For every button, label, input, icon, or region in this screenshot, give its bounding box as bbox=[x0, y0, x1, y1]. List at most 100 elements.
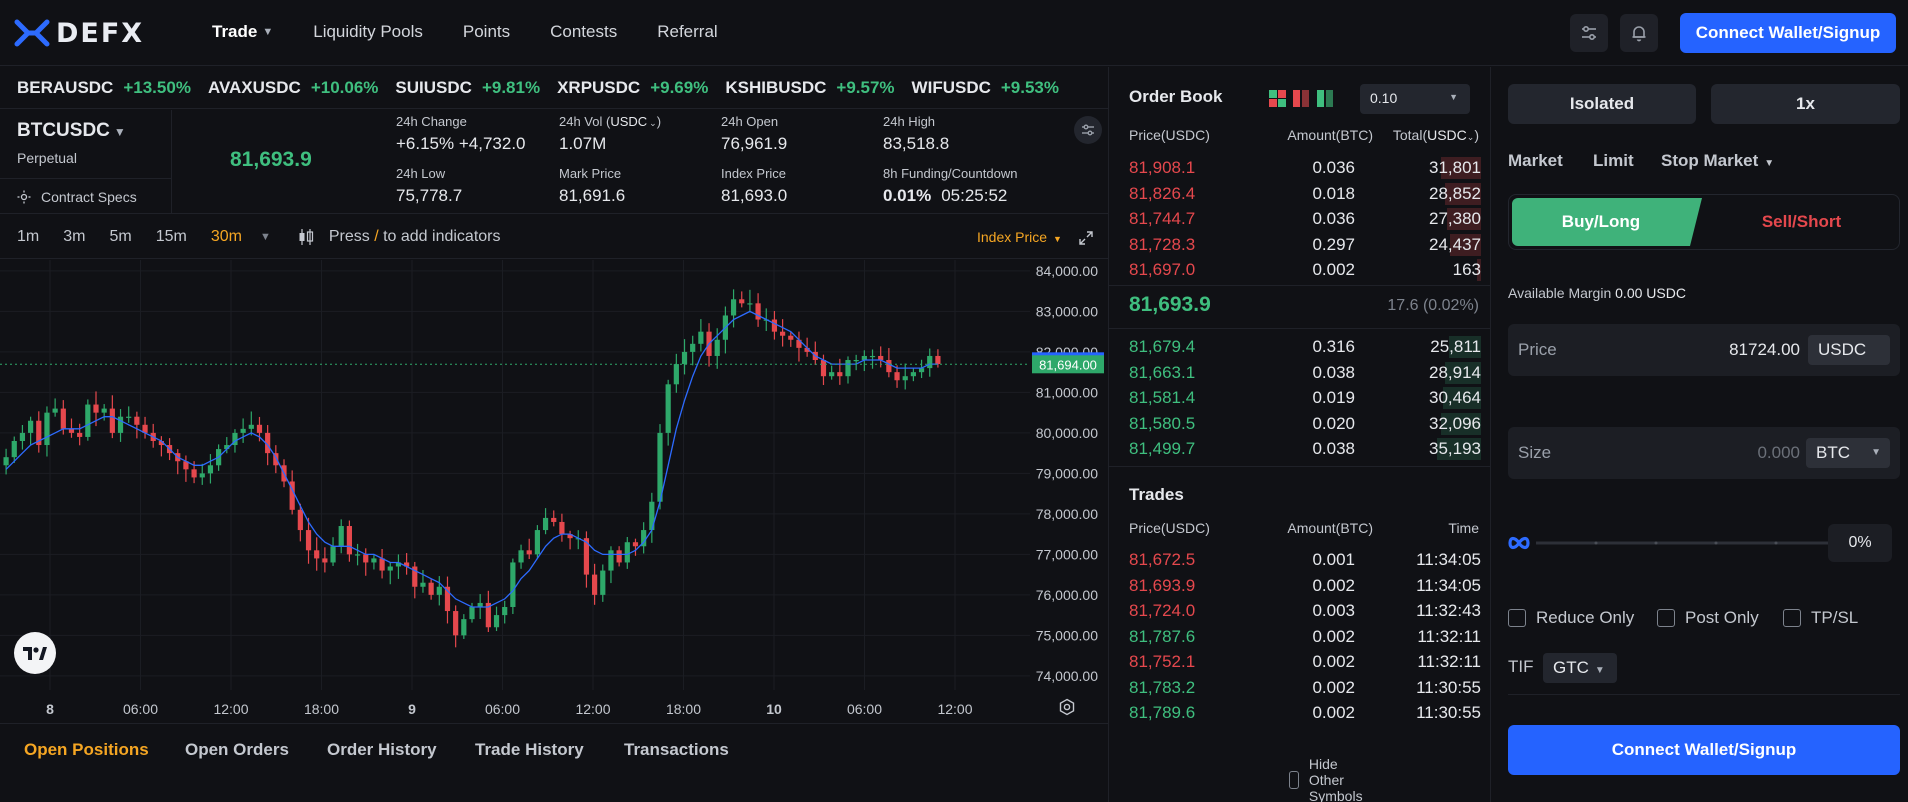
stat-label-24h-vol[interactable]: 24h Vol (USDC ⌄) bbox=[559, 114, 662, 129]
post-only-checkbox[interactable] bbox=[1657, 609, 1675, 627]
ask-row[interactable]: 81,744.7 0.036 27,380 bbox=[1129, 207, 1481, 232]
indicator-hint[interactable]: Press / to add indicators bbox=[329, 228, 501, 246]
fullscreen-icon[interactable] bbox=[1078, 230, 1094, 246]
chart-settings-icon[interactable] bbox=[1058, 698, 1076, 716]
settings-button[interactable] bbox=[1570, 14, 1608, 52]
tab-transactions[interactable]: Transactions bbox=[624, 740, 729, 759]
buy-long-button[interactable]: Buy/Long bbox=[1561, 212, 1641, 231]
stat-value-mark-price: 81,691.6 bbox=[559, 186, 626, 205]
order-type-limit[interactable]: Limit bbox=[1593, 151, 1634, 170]
col-total[interactable]: Total(USDC⌄) bbox=[1392, 127, 1479, 143]
timeframe-5m[interactable]: 5m bbox=[109, 227, 132, 245]
hide-other-symbols-toggle[interactable]: Hide Other Symbols bbox=[1289, 756, 1371, 802]
tab-order-history[interactable]: Order History bbox=[327, 740, 437, 759]
ticker-item[interactable]: AVAXUSDC +10.06% bbox=[208, 78, 378, 98]
chevron-down-icon[interactable]: ▼ bbox=[259, 230, 271, 243]
contract-specs-link[interactable]: Contract Specs bbox=[0, 178, 172, 214]
timeframe-15m[interactable]: 15m bbox=[155, 227, 187, 245]
tab-open-orders[interactable]: Open Orders bbox=[185, 740, 289, 759]
y-tick-label: 84,000.00 bbox=[1036, 263, 1098, 279]
size-input-box[interactable]: Size 0.000 BTC ▼ bbox=[1508, 427, 1900, 479]
symbol-selector[interactable]: BTCUSDC ▼ Perpetual Contract Specs bbox=[0, 110, 172, 214]
connect-wallet-button[interactable]: Connect Wallet/Signup bbox=[1680, 13, 1896, 53]
ticker-item[interactable]: SUIUSDC +9.81% bbox=[395, 78, 540, 98]
order-type-stop-market[interactable]: Stop Market ▼ bbox=[1661, 151, 1774, 171]
symbol-name[interactable]: BTCUSDC ▼ bbox=[17, 120, 126, 142]
reduce-only-checkbox[interactable] bbox=[1508, 609, 1526, 627]
chevron-down-icon: ▼ bbox=[1053, 234, 1062, 244]
bid-row[interactable]: 81,580.5 0.020 32,096 bbox=[1129, 412, 1481, 437]
market-settings-button[interactable] bbox=[1074, 116, 1102, 144]
reduce-only-option[interactable]: Reduce Only bbox=[1508, 608, 1634, 628]
candle-body bbox=[673, 364, 679, 385]
price-input-box[interactable]: Price 81724.00 USDC bbox=[1508, 324, 1900, 376]
margin-mode-button[interactable]: Isolated bbox=[1508, 84, 1696, 124]
size-input[interactable]: 0.000 bbox=[1757, 443, 1800, 462]
precision-select[interactable]: 0.10 ▼ bbox=[1360, 84, 1470, 114]
ask-row[interactable]: 81,697.0 0.002 163 bbox=[1129, 258, 1481, 283]
ask-price: 81,908.1 bbox=[1129, 158, 1196, 177]
bid-row[interactable]: 81,679.4 0.316 25,811 bbox=[1129, 335, 1481, 360]
timeframe-1m[interactable]: 1m bbox=[17, 227, 40, 245]
candlestick-type-icon[interactable] bbox=[297, 227, 315, 247]
candle-body bbox=[3, 457, 9, 466]
ask-total: 31,801 bbox=[1429, 158, 1481, 177]
ticker-item[interactable]: KSHIBUSDC +9.57% bbox=[725, 78, 894, 98]
price-source-select[interactable]: Index Price ▼ bbox=[977, 229, 1062, 245]
post-only-option[interactable]: Post Only bbox=[1657, 608, 1759, 628]
trade-price: 81,693.9 bbox=[1129, 575, 1196, 595]
trade-amount: 0.002 bbox=[1312, 575, 1355, 595]
bid-price: 81,663.1 bbox=[1129, 362, 1196, 382]
connect-wallet-submit-button[interactable]: Connect Wallet/Signup bbox=[1508, 725, 1900, 775]
tab-trade-history[interactable]: Trade History bbox=[475, 740, 584, 759]
available-margin: Available Margin 0.00 USDC bbox=[1508, 285, 1686, 301]
sell-short-button[interactable]: Sell/Short bbox=[1761, 212, 1842, 231]
price-input[interactable]: 81724.00 bbox=[1729, 340, 1800, 359]
tradingview-logo[interactable] bbox=[14, 632, 56, 674]
timeframe-30m[interactable]: 30m bbox=[210, 227, 242, 245]
timeframe-3m[interactable]: 3m bbox=[63, 227, 86, 245]
notifications-button[interactable] bbox=[1620, 14, 1658, 52]
candle-body bbox=[52, 408, 58, 413]
sliders-icon bbox=[1082, 124, 1094, 136]
ticker-item[interactable]: WIFUSDC +9.53% bbox=[912, 78, 1059, 98]
candle-body bbox=[935, 355, 941, 365]
ask-row[interactable]: 81,728.3 0.297 24,437 bbox=[1129, 233, 1481, 258]
price-chart[interactable]: 84,000.00 83,000.00 82,000.00 81,000.00 80,0… bbox=[0, 260, 1108, 722]
slider-percent[interactable]: 0% bbox=[1828, 524, 1892, 562]
candle-body bbox=[608, 550, 614, 571]
candlestick-chart[interactable]: 84,000.0083,000.0082,000.0081,000.0080,0… bbox=[0, 260, 1108, 722]
candle-body bbox=[690, 343, 696, 352]
book-view-toggles[interactable] bbox=[1269, 88, 1351, 110]
ticker-item[interactable]: XRPUSDC +9.69% bbox=[557, 78, 708, 98]
defx-logo[interactable]: DEFX bbox=[14, 16, 144, 50]
candle-body bbox=[379, 558, 385, 571]
nav-referral[interactable]: Referral bbox=[657, 22, 718, 41]
y-tick-label: 78,000.00 bbox=[1036, 506, 1098, 522]
candle-body bbox=[927, 355, 933, 369]
size-slider[interactable] bbox=[1506, 531, 1846, 555]
col-amount: Amount(BTC) bbox=[1287, 127, 1373, 143]
leverage-button[interactable]: 1x bbox=[1711, 84, 1900, 124]
tpsl-checkbox[interactable] bbox=[1783, 609, 1801, 627]
bid-row[interactable]: 81,663.1 0.038 28,914 bbox=[1129, 361, 1481, 386]
nav-contests[interactable]: Contests bbox=[550, 22, 618, 41]
size-unit-select[interactable]: BTC ▼ bbox=[1806, 438, 1890, 468]
bid-row[interactable]: 81,499.7 0.038 35,193 bbox=[1129, 437, 1481, 462]
slider-thumb-icon bbox=[1508, 536, 1530, 550]
order-type-market[interactable]: Market bbox=[1508, 151, 1563, 170]
candle-body bbox=[714, 339, 720, 356]
tpsl-option[interactable]: TP/SL bbox=[1783, 608, 1858, 628]
ask-row[interactable]: 81,826.4 0.018 28,852 bbox=[1129, 182, 1481, 207]
nav-trade[interactable]: Trade ▼ bbox=[212, 0, 293, 64]
candle-body bbox=[330, 546, 336, 563]
tif-select[interactable]: GTC ▼ bbox=[1543, 653, 1617, 683]
tab-open-positions[interactable]: Open Positions bbox=[24, 740, 149, 759]
hide-other-symbols-checkbox[interactable] bbox=[1289, 771, 1299, 789]
ask-row[interactable]: 81,908.1 0.036 31,801 bbox=[1129, 156, 1481, 181]
nav-liquidity-pools[interactable]: Liquidity Pools bbox=[313, 22, 423, 41]
nav-points[interactable]: Points bbox=[462, 22, 511, 41]
ticker-item[interactable]: BERAUSDC +13.50% bbox=[17, 78, 191, 98]
candle-body bbox=[542, 517, 549, 531]
bid-row[interactable]: 81,581.4 0.019 30,464 bbox=[1129, 386, 1481, 411]
